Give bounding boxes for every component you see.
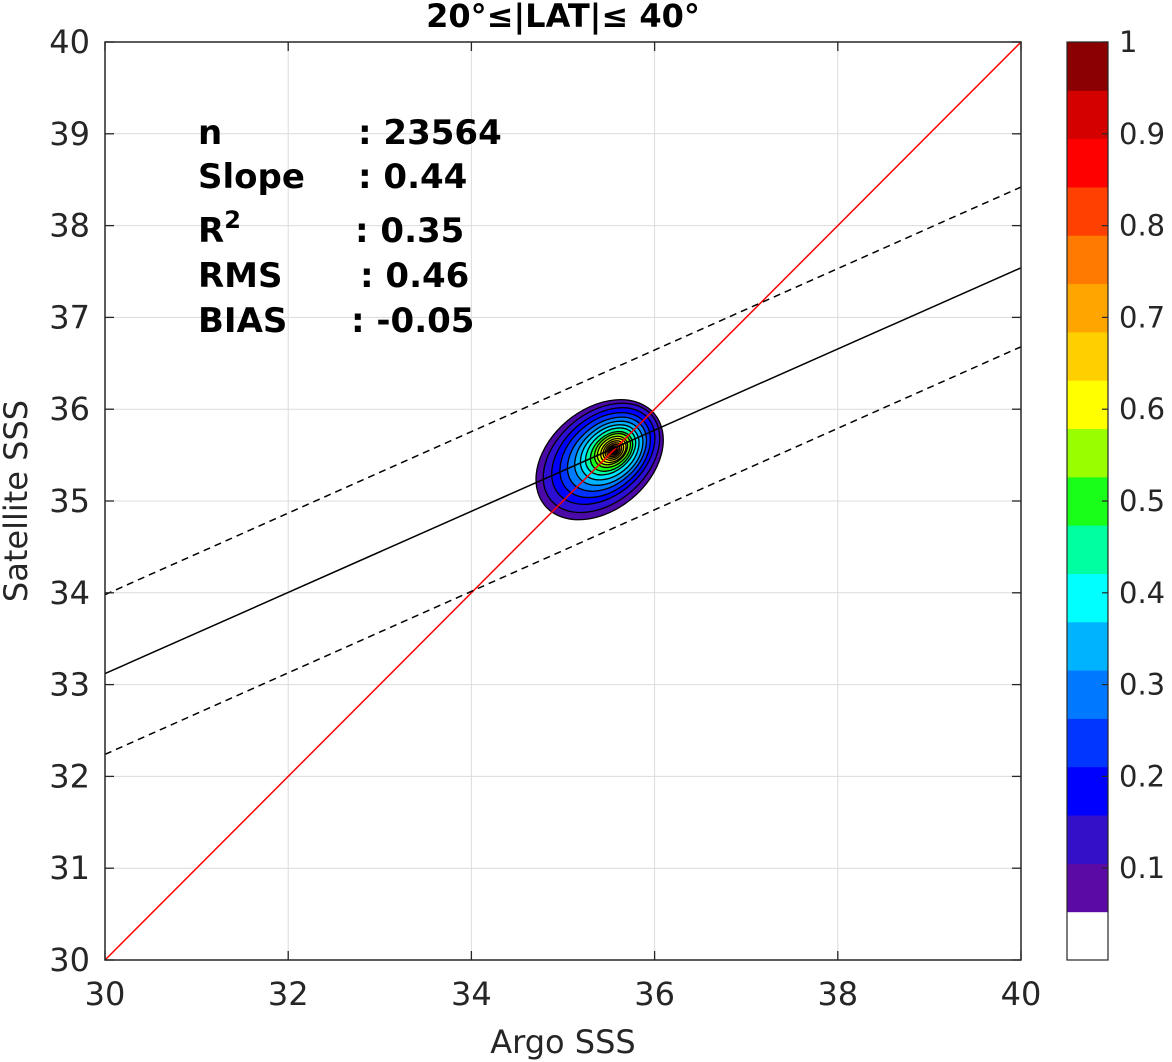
- reference-lines: [105, 42, 1021, 960]
- y-tick-label: 31: [49, 849, 90, 887]
- y-axis-label: Satellite SSS: [0, 400, 35, 602]
- colorbar-swatch: [1067, 90, 1108, 140]
- x-tick-label: 34: [451, 975, 492, 1013]
- stat-r2-superscript: 2: [224, 206, 241, 234]
- colorbar-swatch: [1067, 573, 1108, 623]
- grid-lines: [105, 42, 1021, 960]
- stat-r2-value: : 0.35: [355, 211, 464, 251]
- colorbar-swatch: [1067, 380, 1108, 430]
- stat-r2-base: R: [198, 211, 224, 251]
- colorbar-tick-label: 0.4: [1119, 576, 1165, 610]
- colorbar-tick-label: 0.3: [1119, 668, 1165, 702]
- statistics-annotation: n : 23564 Slope : 0.44 R2 : 0.35 RMS : 0…: [198, 113, 502, 341]
- x-tick-label: 30: [85, 975, 126, 1013]
- colorbar-tick-label: 0.8: [1119, 209, 1165, 243]
- stat-slope-label: Slope: [198, 157, 305, 197]
- colorbar: 1 0.9 0.8 0.7 0.6 0.5 0.4 0.3 0.2 0.1: [1066, 25, 1165, 961]
- stat-n-value: : 23564: [358, 113, 502, 153]
- one-to-one-line: [105, 42, 1021, 960]
- x-tick-label: 38: [817, 975, 858, 1013]
- regression-line: [105, 267, 1021, 675]
- stat-r2-label: R2: [198, 206, 241, 251]
- colorbar-swatch: [1067, 331, 1108, 381]
- y-tick-label: 38: [49, 207, 90, 245]
- colorbar-swatch: [1067, 283, 1108, 333]
- y-tick-label: 37: [49, 298, 90, 336]
- axis-ticks: 30 32 34 36 38 40 30 31 32 33 34 35 36 37 38 39 40: [49, 23, 1041, 1013]
- y-tick-label: 36: [49, 390, 90, 428]
- colorbar-swatch: [1067, 863, 1108, 913]
- stat-bias-value: : -0.05: [351, 301, 474, 341]
- x-tick-label: 40: [1001, 975, 1042, 1013]
- colorbar-swatch: [1067, 621, 1108, 671]
- y-tick-label: 33: [49, 666, 90, 704]
- colorbar-swatch: [1067, 186, 1108, 236]
- colorbar-tick-label: 0.7: [1119, 300, 1165, 334]
- colorbar-swatch: [1067, 428, 1108, 478]
- colorbar-tick-label: 0.9: [1119, 117, 1165, 151]
- y-tick-label: 39: [49, 115, 90, 153]
- colorbar-swatch: [1067, 815, 1108, 864]
- colorbar-swatches: [1067, 42, 1108, 961]
- x-axis-label: Argo SSS: [490, 1023, 635, 1061]
- colorbar-swatch: [1067, 911, 1108, 961]
- stat-bias-label: BIAS: [198, 301, 287, 341]
- stat-slope-value: : 0.44: [358, 157, 467, 197]
- y-tick-label: 30: [49, 941, 90, 979]
- colorbar-tick-label: 1: [1119, 25, 1137, 59]
- colorbar-tick-label: 0.2: [1119, 759, 1165, 793]
- colorbar-swatch: [1067, 235, 1108, 285]
- colorbar-tick-label: 0.6: [1119, 392, 1165, 426]
- colorbar-ticks: 1 0.9 0.8 0.7 0.6 0.5 0.4 0.3 0.2 0.1: [1102, 25, 1165, 885]
- colorbar-swatch: [1067, 138, 1108, 188]
- chart-title: 20°≤|LAT|≤ 40°: [426, 0, 700, 36]
- x-tick-label: 32: [268, 975, 309, 1013]
- y-tick-label: 35: [49, 482, 90, 520]
- stat-rms-label: RMS: [198, 256, 283, 296]
- colorbar-swatch: [1067, 766, 1108, 816]
- plot-area: 30 32 34 36 38 40 30 31 32 33 34 35 36 37 38 39 40: [49, 23, 1041, 1013]
- colorbar-tick-label: 0.5: [1119, 484, 1165, 518]
- y-tick-label: 40: [49, 23, 90, 61]
- colorbar-swatch: [1067, 718, 1108, 768]
- stat-n-label: n: [198, 113, 222, 153]
- x-tick-label: 36: [634, 975, 675, 1013]
- colorbar-swatch: [1067, 42, 1108, 91]
- stat-rms-value: : 0.46: [360, 256, 469, 296]
- colorbar-swatch: [1067, 525, 1108, 574]
- y-tick-label: 32: [49, 757, 90, 795]
- colorbar-swatch: [1067, 476, 1108, 526]
- y-tick-label: 34: [49, 574, 90, 612]
- colorbar-tick-label: 0.1: [1119, 851, 1165, 885]
- colorbar-swatch: [1067, 670, 1108, 719]
